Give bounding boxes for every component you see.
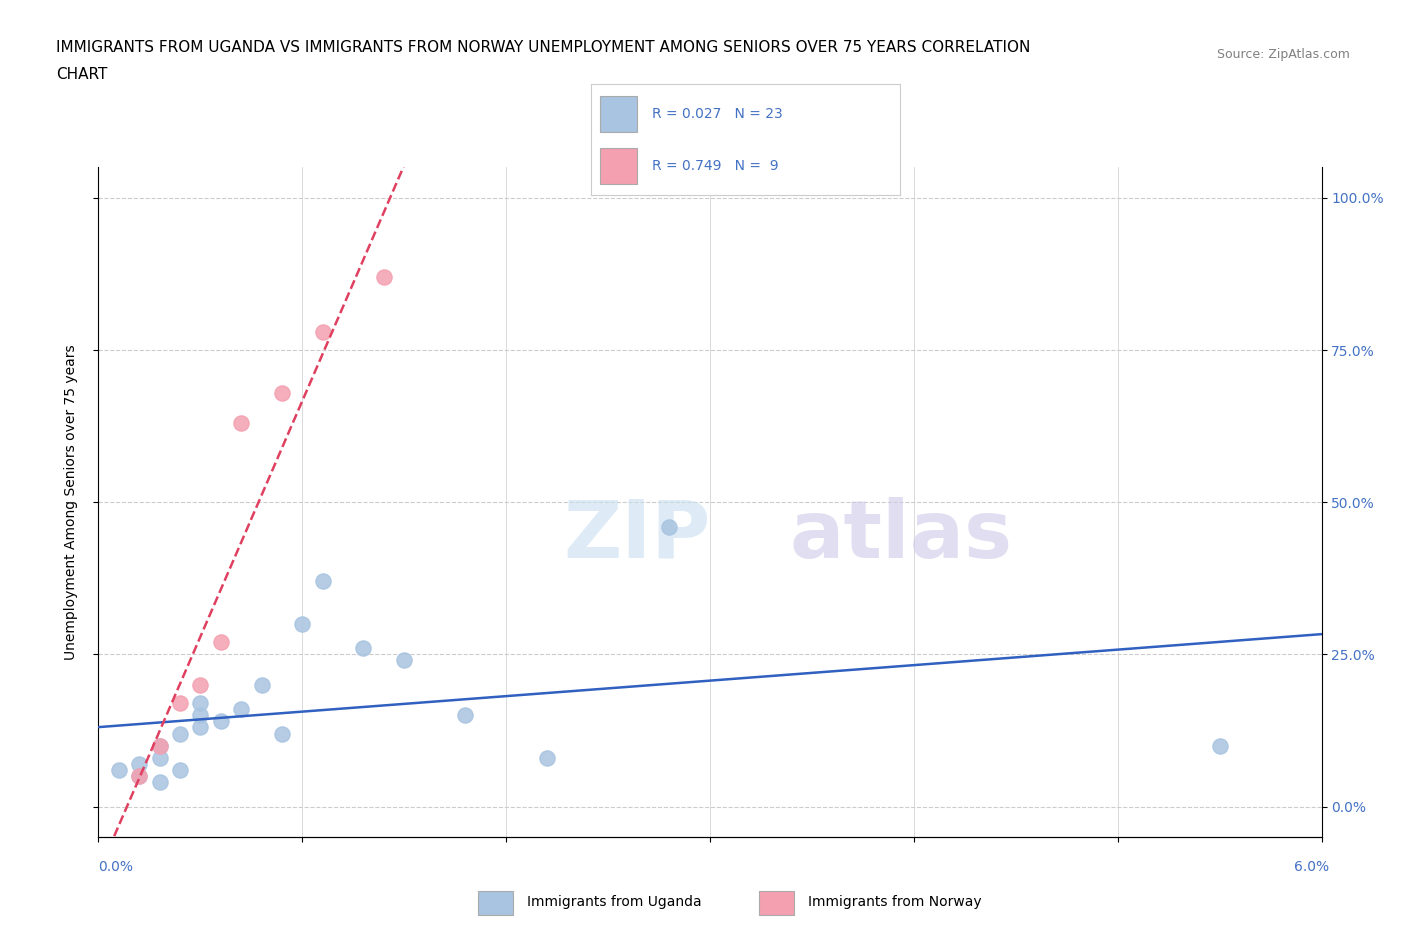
Point <box>209 714 232 729</box>
Point <box>209 635 232 650</box>
Text: R = 0.749   N =  9: R = 0.749 N = 9 <box>652 159 779 173</box>
FancyBboxPatch shape <box>600 96 637 132</box>
Point <box>149 738 172 753</box>
Point <box>658 519 681 534</box>
Text: ZIP: ZIP <box>564 497 710 575</box>
Point <box>250 677 273 692</box>
Text: Immigrants from Uganda: Immigrants from Uganda <box>527 895 702 910</box>
Point <box>536 751 558 765</box>
Point <box>270 385 292 400</box>
Point <box>169 726 191 741</box>
Point <box>188 720 212 735</box>
Point <box>231 416 253 431</box>
Point <box>270 726 292 741</box>
Point <box>311 574 335 589</box>
FancyBboxPatch shape <box>600 149 637 184</box>
Point <box>149 738 172 753</box>
Text: 6.0%: 6.0% <box>1294 860 1329 874</box>
Point <box>149 775 172 790</box>
Y-axis label: Unemployment Among Seniors over 75 years: Unemployment Among Seniors over 75 years <box>63 344 77 660</box>
Point <box>169 696 191 711</box>
Point <box>352 641 374 656</box>
Point <box>188 708 212 723</box>
Point <box>291 617 314 631</box>
Point <box>454 708 477 723</box>
Point <box>108 763 131 777</box>
Point <box>128 756 150 771</box>
Point <box>188 696 212 711</box>
Text: Immigrants from Norway: Immigrants from Norway <box>808 895 981 910</box>
Point <box>1208 738 1232 753</box>
Point <box>169 763 191 777</box>
Point <box>128 769 150 784</box>
Point <box>149 751 172 765</box>
Text: atlas: atlas <box>790 497 1012 575</box>
Point <box>311 325 335 339</box>
FancyBboxPatch shape <box>478 891 513 915</box>
Point <box>373 270 395 285</box>
FancyBboxPatch shape <box>759 891 794 915</box>
Point <box>188 677 212 692</box>
Point <box>392 653 416 668</box>
Text: CHART: CHART <box>56 67 108 82</box>
Text: IMMIGRANTS FROM UGANDA VS IMMIGRANTS FROM NORWAY UNEMPLOYMENT AMONG SENIORS OVER: IMMIGRANTS FROM UGANDA VS IMMIGRANTS FRO… <box>56 40 1031 55</box>
Text: Source: ZipAtlas.com: Source: ZipAtlas.com <box>1216 48 1350 61</box>
Point <box>231 702 253 717</box>
Point <box>128 769 150 784</box>
Text: R = 0.027   N = 23: R = 0.027 N = 23 <box>652 107 783 121</box>
Text: 0.0%: 0.0% <box>98 860 134 874</box>
